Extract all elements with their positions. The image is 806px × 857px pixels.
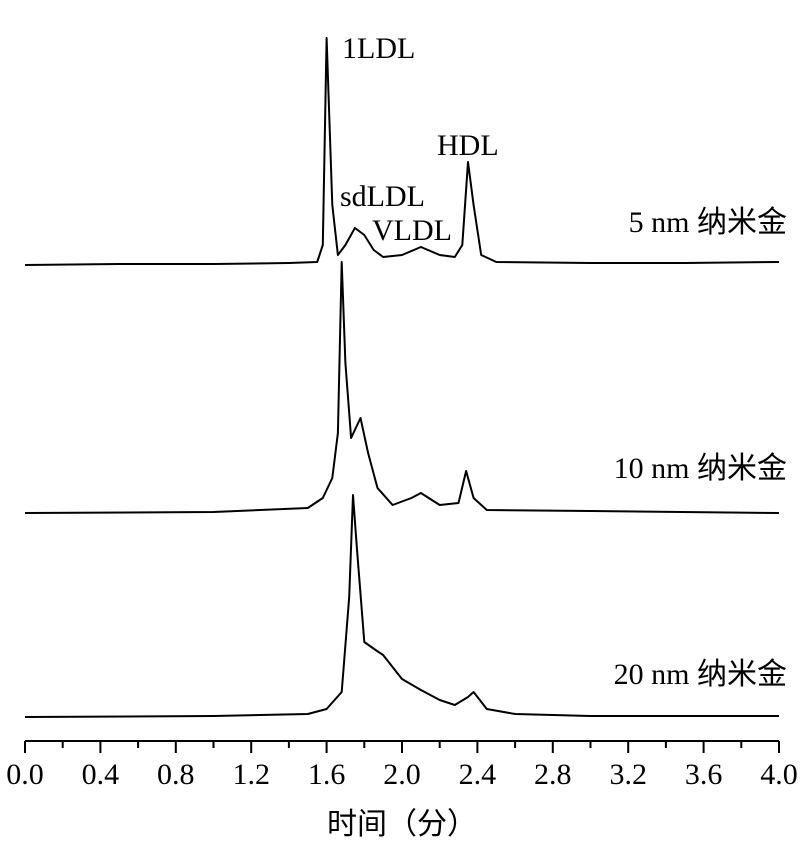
x-tick-label: 0.0: [6, 758, 44, 791]
x-tick-label: 3.2: [609, 758, 647, 791]
peak-label: HDL: [437, 129, 499, 162]
x-tick-label: 2.8: [534, 758, 572, 791]
x-tick-label: 1.2: [232, 758, 270, 791]
x-tick-label: 2.4: [459, 758, 497, 791]
peak-label: VLDL: [372, 214, 452, 247]
chromatogram-line: [24, 494, 779, 718]
x-tick-label: 2.0: [383, 758, 421, 791]
series-label: 5 nm 纳米金: [629, 206, 787, 239]
peak-label: sdLDL: [340, 180, 425, 213]
x-tick-label: 4.0: [760, 758, 798, 791]
peak-label: 1LDL: [342, 32, 415, 65]
chromatogram-line: [24, 261, 780, 514]
x-tick-label: 1.6: [308, 758, 346, 791]
x-tick-label: 0.8: [157, 758, 195, 791]
series-label: 10 nm 纳米金: [614, 452, 787, 485]
x-tick-label: 3.6: [685, 758, 723, 791]
x-tick-label: 0.4: [82, 758, 120, 791]
x-axis-label: 时间（分）: [327, 808, 477, 841]
series-label: 20 nm 纳米金: [614, 658, 787, 691]
chromatogram-line: [24, 37, 780, 266]
